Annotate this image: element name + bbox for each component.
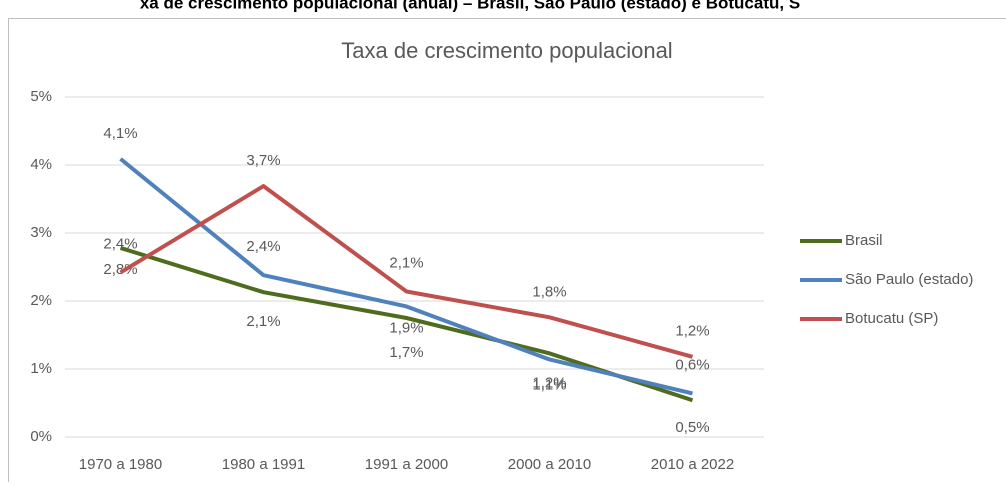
legend-label: Botucatu (SP) bbox=[845, 310, 938, 327]
y-tick-label: 4% bbox=[30, 156, 52, 173]
data-label: 4,1% bbox=[103, 125, 137, 142]
data-label: 2,4% bbox=[246, 238, 280, 255]
y-tick-label: 3% bbox=[30, 224, 52, 241]
x-tick-label: 1991 a 2000 bbox=[365, 456, 448, 473]
y-tick-label: 0% bbox=[30, 428, 52, 445]
x-tick-label: 2000 a 2010 bbox=[508, 456, 591, 473]
legend-label: Brasil bbox=[845, 232, 883, 249]
x-tick-label: 1980 a 1991 bbox=[222, 456, 305, 473]
data-label: 0,6% bbox=[675, 356, 709, 373]
y-tick-label: 2% bbox=[30, 292, 52, 309]
data-label: 1,9% bbox=[389, 319, 423, 336]
data-label: 2,1% bbox=[246, 313, 280, 330]
y-tick-label: 1% bbox=[30, 360, 52, 377]
x-tick-label: 2010 a 2022 bbox=[651, 456, 734, 473]
legend-label: São Paulo (estado) bbox=[845, 271, 973, 288]
data-label: 3,7% bbox=[246, 152, 280, 169]
data-label: 1,1% bbox=[532, 376, 566, 393]
data-label: 2,4% bbox=[103, 235, 137, 252]
data-label: 1,7% bbox=[389, 344, 423, 361]
data-label: 1,2% bbox=[675, 323, 709, 340]
chart-title: Taxa de crescimento populacional bbox=[341, 38, 672, 63]
x-tick-label: 1970 a 1980 bbox=[79, 456, 162, 473]
data-label: 2,1% bbox=[389, 254, 423, 271]
data-label: 0,5% bbox=[675, 419, 709, 436]
data-label: 1,8% bbox=[532, 283, 566, 300]
y-tick-label: 5% bbox=[30, 88, 52, 105]
caption: xa de crescimento populacional (anual) –… bbox=[140, 0, 800, 12]
